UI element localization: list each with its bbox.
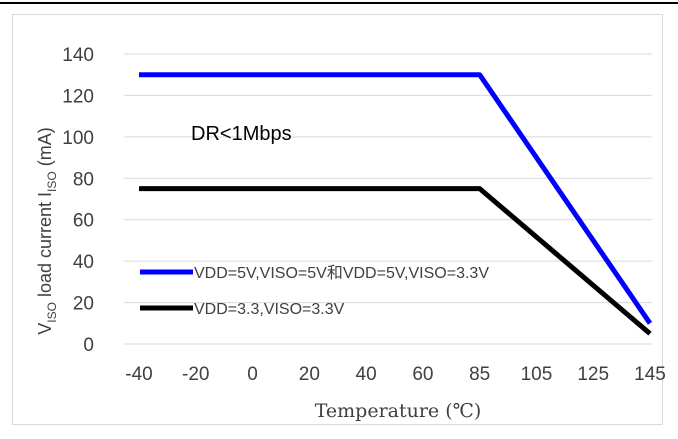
x-tick-125: 125 [577, 364, 609, 385]
series-line-2 [139, 186, 652, 336]
top-rule [0, 2, 678, 4]
x-tick-85: 85 [469, 364, 490, 385]
x-tick-40: 40 [356, 364, 377, 385]
y-tick-100: 100 [62, 128, 94, 149]
y-tick-140: 140 [62, 45, 94, 66]
series-line-1 [139, 72, 653, 325]
legend-label-2: VDD=3.3,VISO=3.3V [194, 301, 345, 318]
y-axis-label-prefix: V [35, 323, 55, 335]
x-tick--40: -40 [125, 364, 152, 385]
y-axis-label-sub1: ISO [45, 302, 59, 323]
x-tick-60: 60 [412, 364, 433, 385]
legend: VDD=5V,VISO=5V和VDD=5V,VISO=3.3V VDD=3.3,V… [140, 264, 489, 318]
x-axis-label: Temperature (℃) [315, 400, 482, 422]
x-tick-0: 0 [247, 364, 258, 385]
y-tick-labels: 0 20 40 60 80 100 120 140 [62, 45, 94, 356]
series-lines [139, 72, 653, 336]
y-axis-label-suffix: (mA) [35, 127, 55, 171]
y-tick-40: 40 [73, 252, 94, 273]
gridlines [124, 53, 652, 345]
y-tick-120: 120 [62, 86, 94, 107]
annotation-label: DR<1Mbps [191, 123, 292, 145]
y-tick-60: 60 [73, 211, 94, 232]
y-tick-80: 80 [73, 169, 94, 190]
y-tick-0: 0 [83, 335, 94, 356]
x-tick-145: 145 [634, 364, 666, 385]
y-axis-label-sub2: ISO [45, 171, 59, 192]
x-tick-labels: -40 -20 0 20 40 60 85 105 125 145 [125, 364, 666, 385]
y-tick-20: 20 [73, 294, 94, 315]
legend-label-1: VDD=5V,VISO=5V和VDD=5V,VISO=3.3V [194, 264, 489, 282]
x-tick--20: -20 [182, 364, 209, 385]
y-axis-label: VISO load current IISO (mA) [35, 127, 59, 334]
x-tick-20: 20 [299, 364, 320, 385]
y-axis-label-middle: load current I [35, 192, 55, 302]
x-tick-105: 105 [521, 364, 553, 385]
